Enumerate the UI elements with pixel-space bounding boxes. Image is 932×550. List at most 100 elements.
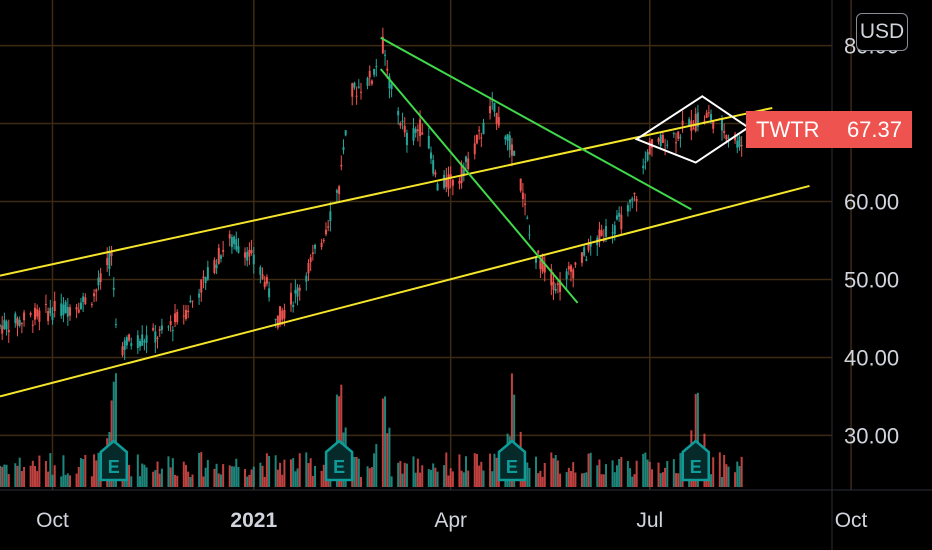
- candle-body: [475, 134, 478, 144]
- candle-body: [445, 178, 448, 188]
- candle-body: [305, 275, 308, 282]
- volume-bar: [79, 458, 82, 487]
- volume-bar: [274, 455, 277, 487]
- volume-bar: [202, 476, 205, 487]
- volume-bar: [51, 474, 54, 487]
- volume-bar: [583, 473, 586, 487]
- candle-body: [314, 244, 317, 249]
- candle-body: [171, 330, 174, 332]
- candle-body: [187, 310, 190, 313]
- volume-bar: [0, 465, 1, 487]
- candle-body: [327, 226, 330, 228]
- candle-body: [204, 277, 207, 284]
- symbol-label: TWTR: [756, 117, 820, 142]
- candle-body: [508, 135, 511, 150]
- volume-bar: [320, 470, 323, 487]
- volume-bar: [419, 472, 422, 487]
- earnings-marker[interactable]: E: [99, 439, 129, 482]
- volume-bar: [633, 474, 636, 487]
- candle-body: [384, 54, 387, 56]
- candle-body: [250, 249, 253, 254]
- candle-body: [49, 307, 52, 314]
- candle-body: [688, 119, 691, 126]
- candle-body: [646, 151, 649, 161]
- volume-bar: [359, 476, 362, 487]
- candle-body: [143, 341, 146, 343]
- candle-body: [443, 174, 446, 188]
- volume-bar: [298, 453, 301, 487]
- volume-bar: [265, 453, 268, 487]
- volume-bar: [615, 465, 618, 487]
- volume-bar: [381, 398, 384, 487]
- volume-bar: [495, 457, 498, 487]
- volume-bar: [93, 454, 96, 487]
- volume-bar: [403, 462, 406, 487]
- volume-bar: [672, 459, 675, 487]
- volume-bar: [539, 470, 542, 487]
- candle-body: [554, 288, 557, 291]
- candle-body: [510, 144, 513, 156]
- candle-body: [123, 340, 126, 350]
- volume-bar: [176, 475, 179, 487]
- volume-bar: [7, 473, 10, 487]
- volume-bar: [740, 456, 743, 487]
- candle-body: [252, 254, 255, 265]
- volume-bar: [489, 453, 492, 487]
- candle-body: [99, 273, 102, 283]
- candle-body: [373, 68, 376, 75]
- candle-body: [215, 264, 218, 269]
- candle-body: [97, 277, 100, 286]
- volume-bar: [429, 470, 432, 487]
- candle-body: [473, 143, 476, 155]
- candle-body: [14, 313, 17, 324]
- volume-bar: [412, 456, 415, 487]
- candle-body: [3, 319, 6, 330]
- volume-bar: [237, 467, 240, 487]
- volume-bar: [44, 460, 47, 487]
- volume-bar: [373, 453, 376, 487]
- volume-bar: [136, 454, 139, 487]
- candle-body: [36, 309, 39, 317]
- candle-body: [342, 147, 345, 151]
- volume-bar: [559, 473, 562, 487]
- candle-body: [64, 301, 67, 314]
- candle-body: [434, 172, 437, 175]
- candle-body: [335, 190, 338, 193]
- currency-label[interactable]: USD: [856, 13, 908, 51]
- candle-body: [580, 252, 583, 263]
- volume-bar: [681, 476, 684, 487]
- y-tick-label: 50.00: [844, 267, 899, 292]
- candle-body: [705, 112, 708, 118]
- earnings-marker[interactable]: E: [497, 439, 527, 482]
- candle-body: [672, 133, 675, 135]
- volume-bar: [222, 464, 225, 487]
- candle-body: [703, 120, 706, 122]
- candle-body: [281, 310, 284, 320]
- volume-bar: [82, 459, 85, 487]
- candle-body: [650, 139, 653, 148]
- candle-body: [265, 277, 268, 284]
- candle-body: [311, 252, 314, 255]
- candle-body: [268, 288, 271, 298]
- volume-bar: [664, 467, 667, 487]
- candle-body: [587, 244, 590, 251]
- earnings-marker[interactable]: E: [681, 439, 710, 482]
- volume-bar: [171, 458, 174, 487]
- volume-bar: [60, 476, 63, 487]
- candle-body: [399, 122, 402, 126]
- earnings-marker[interactable]: E: [324, 439, 354, 482]
- candle-body: [543, 265, 546, 273]
- volume-bar: [62, 455, 65, 487]
- candle-body: [589, 243, 592, 247]
- candle-body: [206, 267, 209, 280]
- volume-bar: [250, 469, 253, 487]
- volume-bar: [602, 474, 605, 487]
- candle-body: [38, 310, 41, 322]
- candle-body: [666, 144, 669, 146]
- volume-bar: [156, 461, 159, 487]
- volume-bar: [160, 468, 163, 487]
- volume-bar: [84, 454, 87, 487]
- candle-body: [34, 307, 37, 320]
- volume-bar: [1, 466, 4, 487]
